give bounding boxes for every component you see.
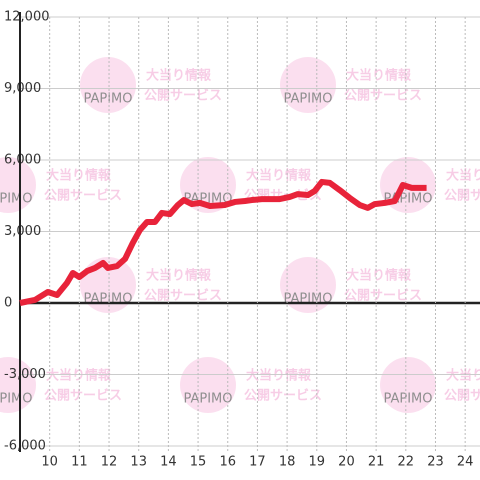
- watermark-circle: [180, 357, 236, 413]
- x-tick-label: 10: [41, 455, 58, 470]
- x-tick-label: 18: [279, 455, 296, 470]
- watermark-circle: [180, 157, 236, 213]
- y-tick-label: 3,000: [4, 224, 41, 239]
- watermark-line2: 公開サービス: [344, 88, 422, 104]
- watermark-brand: PAPIMO: [283, 92, 332, 107]
- watermark-brand: PAPIMO: [183, 392, 232, 407]
- watermark-brand: PAPIMO: [83, 92, 132, 107]
- watermark-line1: 大当り情報: [346, 68, 412, 84]
- watermark-line2: 公開サービス: [44, 388, 122, 404]
- watermark-circle: [280, 257, 336, 313]
- watermark-line2: 公開サービス: [444, 388, 480, 404]
- plot: -6,000 -3,000 0 3,000 6,000 9,000 12,000 10 11 12…: [4, 10, 473, 470]
- watermark-line1: 大当り情報: [46, 168, 112, 184]
- x-tick-label: 11: [71, 455, 88, 470]
- watermark-line1: 大当り情報: [146, 268, 212, 284]
- watermark-circle: [0, 157, 36, 213]
- watermark-line1: 大当り情報: [146, 68, 212, 84]
- x-tick-label: 16: [219, 455, 236, 470]
- watermark-circle: [380, 357, 436, 413]
- x-tick-label: 24: [457, 455, 474, 470]
- x-tick-label: 23: [427, 455, 444, 470]
- x-tick-label: 22: [398, 455, 415, 470]
- x-tick-label: 21: [368, 455, 385, 470]
- watermark-line2: 公開サービス: [144, 288, 222, 304]
- x-tick-label: 15: [190, 455, 207, 470]
- watermark-line1: 大当り情報: [46, 368, 112, 384]
- y-tick-label: -6,000: [4, 439, 46, 454]
- y-tick-label: -3,000: [4, 367, 46, 382]
- data-line: [19, 178, 427, 306]
- watermark-circle: [0, 357, 36, 413]
- watermark-brand: PAPIMO: [383, 392, 432, 407]
- watermark-line1: 大当り情報: [446, 168, 480, 184]
- y-tick-label: 9,000: [4, 81, 41, 96]
- y-tick-label: 12,000: [4, 10, 50, 25]
- watermark-line1: 大当り情報: [246, 368, 312, 384]
- watermark-brand: PAPIMO: [0, 192, 33, 207]
- watermark-brand: PAPIMO: [0, 392, 33, 407]
- watermarks: PAPIMO大当り情報公開サービスPAPIMO大当り情報公開サービスPAPIMO…: [0, 57, 480, 413]
- x-tick-label: 12: [101, 455, 118, 470]
- y-tick-label: 6,000: [4, 153, 41, 168]
- x-tick-label: 13: [130, 455, 147, 470]
- watermark-circle: [80, 57, 136, 113]
- watermark-circle: [280, 57, 336, 113]
- x-tick-label: 14: [160, 455, 177, 470]
- y-tick-label: 0: [4, 296, 12, 311]
- watermark-line1: 大当り情報: [246, 168, 312, 184]
- watermark-line2: 公開サービス: [344, 288, 422, 304]
- watermark-line2: 公開サービス: [444, 188, 480, 204]
- watermark-line2: 公開サービス: [244, 388, 322, 404]
- watermark-line1: 大当り情報: [446, 368, 480, 384]
- watermark-line2: 公開サービス: [44, 188, 122, 204]
- x-tick-label: 19: [309, 455, 326, 470]
- x-tick-label: 17: [249, 455, 266, 470]
- watermark-line1: 大当り情報: [346, 268, 412, 284]
- watermark-line2: 公開サービス: [144, 88, 222, 104]
- x-tick-label: 20: [338, 455, 355, 470]
